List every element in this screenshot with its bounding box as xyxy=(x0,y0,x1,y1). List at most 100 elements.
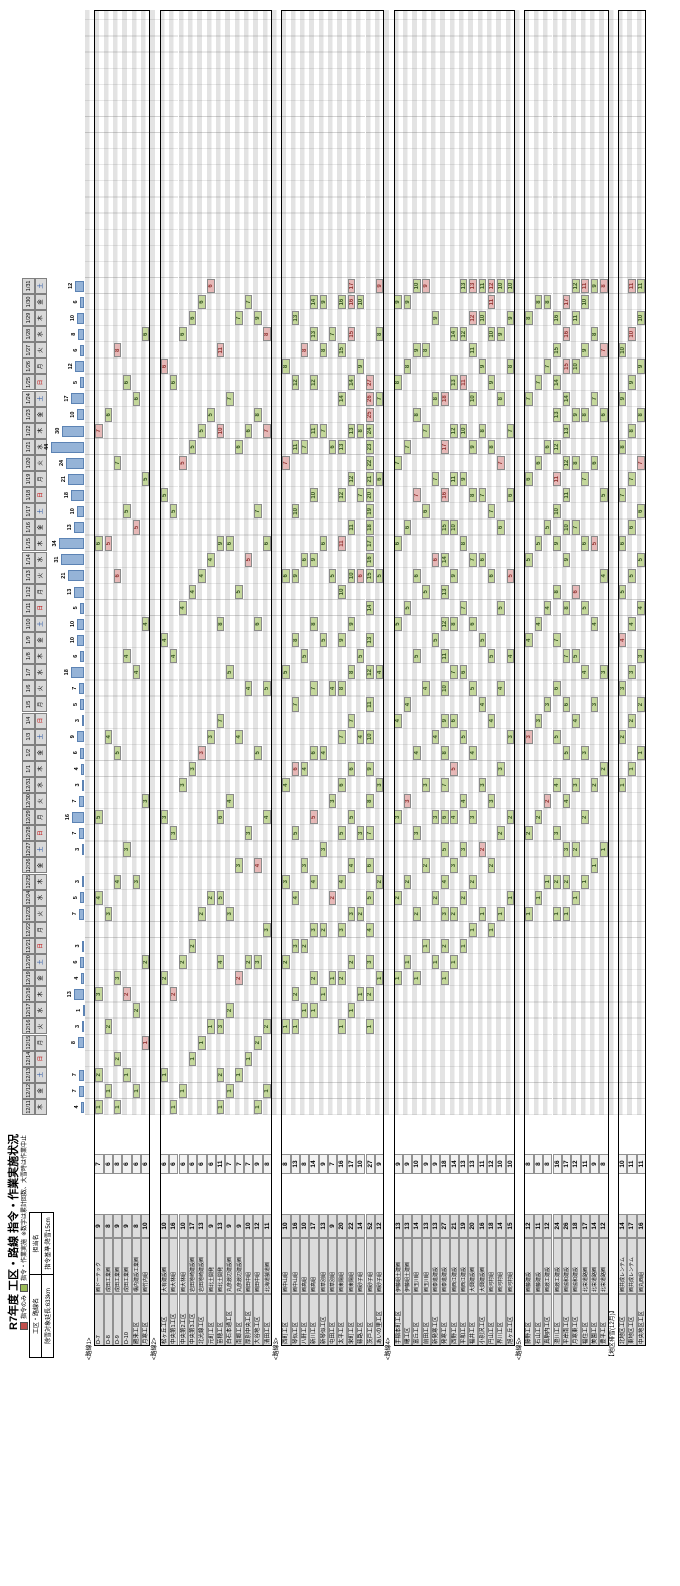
work-day-cell: 9 xyxy=(319,294,328,310)
work-day-cell: 7 xyxy=(347,713,356,728)
work-day-cell: 3 xyxy=(441,906,449,921)
row-stripe xyxy=(197,10,207,1115)
work-day-cell: 3 xyxy=(291,938,300,954)
work-day-cell: 2 xyxy=(506,810,515,825)
total-count-cell: 8 xyxy=(599,1154,609,1174)
daily-count-bar xyxy=(79,956,84,968)
row-stripe xyxy=(356,10,366,1115)
work-day-cell: 6 xyxy=(422,504,430,519)
date-header-cell: 1/27 xyxy=(22,342,35,359)
company-name-cell: ㈱北土開発 xyxy=(206,1238,216,1294)
work-day-cell: 9 xyxy=(375,278,384,294)
work-day-cell: 5 xyxy=(413,649,421,664)
work-day-cell: 3 xyxy=(113,971,122,986)
weekday-header-cell: 木 xyxy=(35,535,47,552)
plan-count-cell: 13 xyxy=(393,1214,403,1238)
work-day-cell: 10 xyxy=(628,327,636,342)
company-name-cell: 岩田地崎建設㈱ xyxy=(197,1238,207,1294)
work-day-cell: 3 xyxy=(310,922,318,938)
work-day-cell: 8 xyxy=(413,407,421,422)
work-day-cell: 3 xyxy=(95,987,103,1002)
row-stripe xyxy=(178,10,188,1115)
route-name-cell: D-9 xyxy=(113,1294,123,1346)
work-day-cell: 2 xyxy=(310,971,318,986)
legend-green-label: 指令・作業実施 xyxy=(22,1238,28,1281)
work-day-cell: 12 xyxy=(469,311,477,326)
total-count-cell: 6 xyxy=(197,1154,207,1174)
work-day-cell: 11 xyxy=(553,472,561,487)
weekday-header-cell: 火 xyxy=(35,680,47,697)
route-name-cell: あいの里工区 xyxy=(374,1294,385,1346)
work-day-cell: 15 xyxy=(338,343,346,358)
total-count-cell: 10 xyxy=(356,1154,366,1174)
company-name-cell: 大興建設㈱ xyxy=(468,1238,478,1294)
work-day-cell: 6 xyxy=(104,407,113,422)
work-day-cell: 7 xyxy=(394,455,402,471)
work-day-cell: 11 xyxy=(291,439,300,455)
plan-count-cell: 19 xyxy=(459,1214,469,1238)
row-stripe xyxy=(599,10,609,1115)
work-day-cell: 10 xyxy=(506,278,515,294)
work-day-cell: 7 xyxy=(618,488,627,503)
daily-count-bar xyxy=(74,522,84,534)
work-day-cell: 6 xyxy=(572,584,580,599)
work-day-cell: 4 xyxy=(244,681,253,696)
route-name-cell: 美園工区 xyxy=(589,1294,600,1346)
row-stripe xyxy=(496,10,506,1115)
work-day-cell: 4 xyxy=(226,794,234,809)
date-header-cell: 12/20 xyxy=(22,954,35,971)
route-name-cell: 澄川工区 xyxy=(552,1294,562,1346)
total-count-cell: 9 xyxy=(393,1154,403,1174)
work-day-cell: 1 xyxy=(160,1067,169,1082)
date-header-cell: 1/31 xyxy=(22,277,35,294)
work-day-cell: 10 xyxy=(572,359,580,374)
date-header-cell: 12/16 xyxy=(22,1018,35,1035)
date-header-cell: 1/7 xyxy=(22,664,35,681)
work-day-cell: 5 xyxy=(310,810,318,825)
work-day-cell: 3 xyxy=(319,842,328,857)
plan-count-cell: 12 xyxy=(543,1214,553,1238)
daily-count-label: 10 xyxy=(69,411,76,418)
work-day-cell: 1 xyxy=(338,1019,346,1034)
weekday-header-cell: 土 xyxy=(35,841,47,858)
work-day-cell: 2 xyxy=(226,1003,234,1018)
work-day-cell: 14 xyxy=(310,294,318,310)
row-stripe xyxy=(318,10,329,1115)
work-day-cell: 9 xyxy=(338,633,346,648)
work-day-cell: 3 xyxy=(179,777,187,793)
plan-count-cell: 21 xyxy=(449,1214,459,1238)
legend-red-label: 指令のみ xyxy=(22,1294,28,1319)
daily-count-label: 10 xyxy=(69,315,76,322)
work-day-cell: 11 xyxy=(637,278,645,294)
work-day-cell: 1 xyxy=(226,1083,234,1099)
weekday-header-cell: 木 xyxy=(35,422,47,439)
work-day-cell: 6 xyxy=(282,568,290,583)
row-stripe xyxy=(141,10,151,1115)
work-day-cell: 1 xyxy=(581,874,589,889)
weekday-header-cell: 月 xyxy=(35,358,47,375)
company-name-cell: ㈱草別組 xyxy=(318,1238,329,1294)
work-day-cell: 3 xyxy=(553,826,561,841)
work-day-cell: 6 xyxy=(123,375,131,390)
header-box-row1: 工区・路線名 担当名 xyxy=(30,1213,42,1357)
plan-count-cell: 13 xyxy=(430,1214,441,1238)
work-day-cell: 5 xyxy=(628,568,636,583)
work-day-cell: 7 xyxy=(338,729,346,744)
daily-count-label: 3 xyxy=(74,719,81,723)
total-count-cell: 10 xyxy=(412,1154,422,1174)
work-day-cell: 27 xyxy=(366,375,374,390)
work-day-cell: 1 xyxy=(188,1051,197,1066)
daily-count-label: 13 xyxy=(67,524,74,531)
work-day-cell: 4 xyxy=(375,665,384,680)
plan-count-cell: 12 xyxy=(374,1214,385,1238)
work-day-cell: 2 xyxy=(394,890,402,905)
date-header-cell: 1/23 xyxy=(22,406,35,423)
work-day-cell: 4 xyxy=(600,568,608,583)
work-day-cell: 9 xyxy=(553,536,561,551)
daily-count-label: 4 xyxy=(74,767,80,771)
work-day-cell: 14 xyxy=(562,391,571,406)
work-day-cell: 6 xyxy=(141,327,150,342)
work-day-cell: 16 xyxy=(347,294,356,310)
row-stripe xyxy=(103,10,114,1115)
work-day-cell: 7 xyxy=(600,343,608,358)
